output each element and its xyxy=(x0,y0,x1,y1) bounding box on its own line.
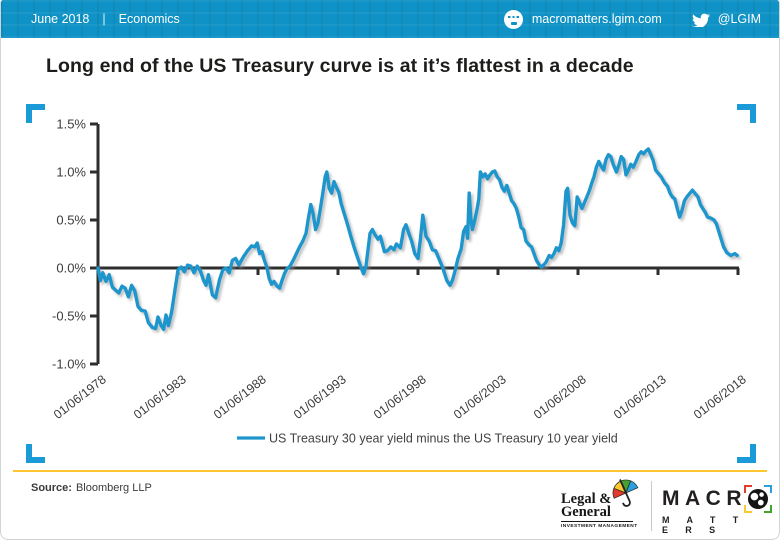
globe-bracket-bottom-left-icon xyxy=(744,505,752,513)
x-tick-label: 01/06/1978 xyxy=(51,372,109,422)
macro-letters: MACR xyxy=(662,487,747,510)
chart-canvas: 1.5% 1.0% 0.5% 0.0% -0.5% -1.0%01/06/1978 01/0… xyxy=(51,117,749,446)
x-tick-label: 01/06/1988 xyxy=(211,372,269,422)
frame-bracket-top-right-icon xyxy=(737,104,756,123)
website-icon-bar xyxy=(510,21,517,25)
matters-letters: M A T T E R S xyxy=(662,515,746,535)
website-icon xyxy=(503,9,523,29)
source-label: Source: xyxy=(31,482,72,494)
legend-label: US Treasury 30 year yield minus the US T… xyxy=(269,432,618,446)
x-tick-label: 01/06/1993 xyxy=(291,372,349,422)
globe-bracket-top-right-icon xyxy=(764,485,772,493)
globe-icon xyxy=(744,485,772,513)
top-bar-left: June 2018 | Economics xyxy=(31,12,180,26)
y-tick-label: -0.5% xyxy=(52,309,86,324)
twitter-handle[interactable]: @LGIM xyxy=(717,12,761,26)
frame-bracket-bottom-left-icon xyxy=(26,444,45,463)
y-tick-label: 0.0% xyxy=(56,261,86,276)
y-tick-label: -1.0% xyxy=(52,357,86,372)
x-tick-label: 01/06/2018 xyxy=(691,372,749,422)
logo-divider xyxy=(651,481,652,531)
x-tick-label: 01/06/2003 xyxy=(451,372,509,422)
legal-general-wordmark: Legal & General xyxy=(561,491,612,520)
macro-wordmark: MACR xyxy=(662,485,772,513)
y-tick-label: 1.5% xyxy=(56,117,86,132)
globe-bracket-bottom-right-icon xyxy=(764,505,772,513)
treasury-spread-chart: 1.5% 1.0% 0.5% 0.0% -0.5% -1.0% 01/06/1978 01/0… xyxy=(31,108,751,456)
frame-bracket-bottom-right-icon xyxy=(737,444,756,463)
macro-matters-logo: MACR M A T T E R S xyxy=(662,485,772,535)
section-label: Economics xyxy=(118,12,180,26)
website-icon-dots xyxy=(507,15,519,19)
investment-management-label: INVESTMENT MANAGEMENT xyxy=(561,521,637,529)
website-url[interactable]: macromatters.lgim.com xyxy=(531,12,662,26)
x-tick-label: 01/06/2013 xyxy=(611,372,669,422)
x-tick-label: 01/06/1998 xyxy=(371,372,429,422)
top-bar-right: macromatters.lgim.com @LGIM xyxy=(503,9,761,29)
twitter-icon xyxy=(691,13,710,27)
x-tick-label: 01/06/1983 xyxy=(131,372,189,422)
source-text: Bloomberg LLP xyxy=(75,482,152,494)
spread-line xyxy=(96,147,739,332)
yellow-divider xyxy=(13,470,767,472)
x-tick-label: 01/06/2008 xyxy=(531,372,589,422)
separator: | xyxy=(102,12,106,26)
globe-bracket-top-left-icon xyxy=(744,485,752,493)
frame-bracket-top-left-icon xyxy=(26,104,45,123)
page-title: Long end of the US Treasury curve is at … xyxy=(46,55,634,77)
umbrella-icon xyxy=(612,479,639,507)
y-tick-label: 1.0% xyxy=(56,165,86,180)
y-tick-label: 0.5% xyxy=(56,213,86,228)
top-bar: June 2018 | Economics macromatters.lgim.… xyxy=(1,0,779,38)
source-line: Source: Bloomberg LLP xyxy=(31,482,152,494)
issue-date: June 2018 xyxy=(31,12,90,26)
legal-and-general-logo: Legal & General INVESTMENT MANAGEMENT xyxy=(559,477,645,533)
